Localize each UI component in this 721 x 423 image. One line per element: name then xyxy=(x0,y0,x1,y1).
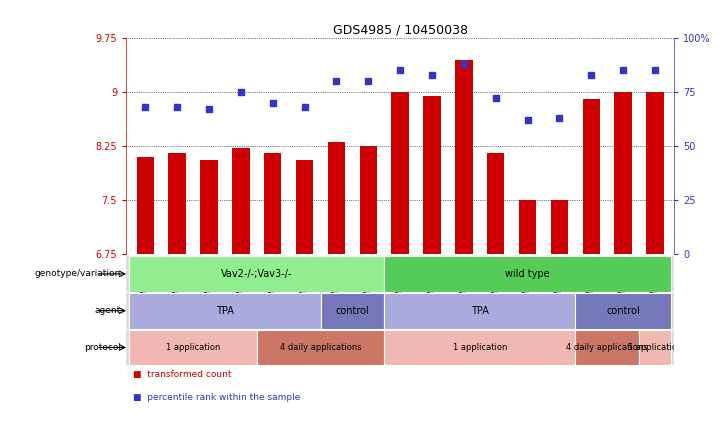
Bar xyxy=(423,96,441,254)
Bar xyxy=(384,256,671,292)
Text: agent: agent xyxy=(94,306,120,315)
Text: genotype/variation: genotype/variation xyxy=(35,269,120,278)
Bar xyxy=(384,293,575,329)
Bar xyxy=(384,330,575,365)
Text: ■  transformed count: ■ transformed count xyxy=(133,370,232,379)
Bar xyxy=(200,160,218,254)
Bar xyxy=(264,153,281,254)
Text: 4 daily applications: 4 daily applications xyxy=(567,343,648,352)
Text: control: control xyxy=(335,306,369,316)
Point xyxy=(140,104,151,110)
Title: GDS4985 / 10450038: GDS4985 / 10450038 xyxy=(332,24,468,37)
Bar xyxy=(392,92,409,254)
Text: Vav2-/-;Vav3-/-: Vav2-/-;Vav3-/- xyxy=(221,269,293,279)
Bar xyxy=(129,330,257,365)
Bar xyxy=(321,293,384,329)
Bar xyxy=(519,200,536,254)
Point xyxy=(235,89,247,96)
Text: 1 application: 1 application xyxy=(166,343,220,352)
Point xyxy=(522,117,534,124)
Bar xyxy=(455,60,473,254)
Point xyxy=(490,95,502,102)
Text: 1 application: 1 application xyxy=(453,343,507,352)
Bar xyxy=(614,92,632,254)
Point xyxy=(617,67,629,74)
Point xyxy=(426,71,438,78)
Point xyxy=(458,60,469,67)
Bar xyxy=(257,330,384,365)
Text: TPA: TPA xyxy=(216,306,234,316)
Bar xyxy=(360,146,377,254)
Point xyxy=(203,106,215,113)
Point xyxy=(649,67,660,74)
Text: control: control xyxy=(606,306,640,316)
Text: ■  percentile rank within the sample: ■ percentile rank within the sample xyxy=(133,393,301,402)
Point xyxy=(267,99,278,106)
Bar xyxy=(129,256,384,292)
Bar xyxy=(169,153,186,254)
Point xyxy=(331,78,342,85)
Text: wild type: wild type xyxy=(505,269,550,279)
Text: TPA: TPA xyxy=(471,306,489,316)
Point xyxy=(363,78,374,85)
Text: 4 daily applications: 4 daily applications xyxy=(280,343,361,352)
Bar xyxy=(575,293,671,329)
Point xyxy=(172,104,183,110)
Point xyxy=(554,115,565,121)
Bar xyxy=(327,143,345,254)
Bar xyxy=(296,160,314,254)
Text: 1 application: 1 application xyxy=(628,343,682,352)
Bar xyxy=(232,148,249,254)
Point xyxy=(394,67,406,74)
Text: protocol: protocol xyxy=(84,343,120,352)
Bar xyxy=(487,153,505,254)
Bar xyxy=(575,330,639,365)
Bar xyxy=(136,157,154,254)
Bar xyxy=(583,99,600,254)
Bar xyxy=(551,200,568,254)
Point xyxy=(298,104,310,110)
Point xyxy=(585,71,597,78)
Bar xyxy=(646,92,664,254)
Bar xyxy=(639,330,671,365)
Bar xyxy=(129,293,321,329)
